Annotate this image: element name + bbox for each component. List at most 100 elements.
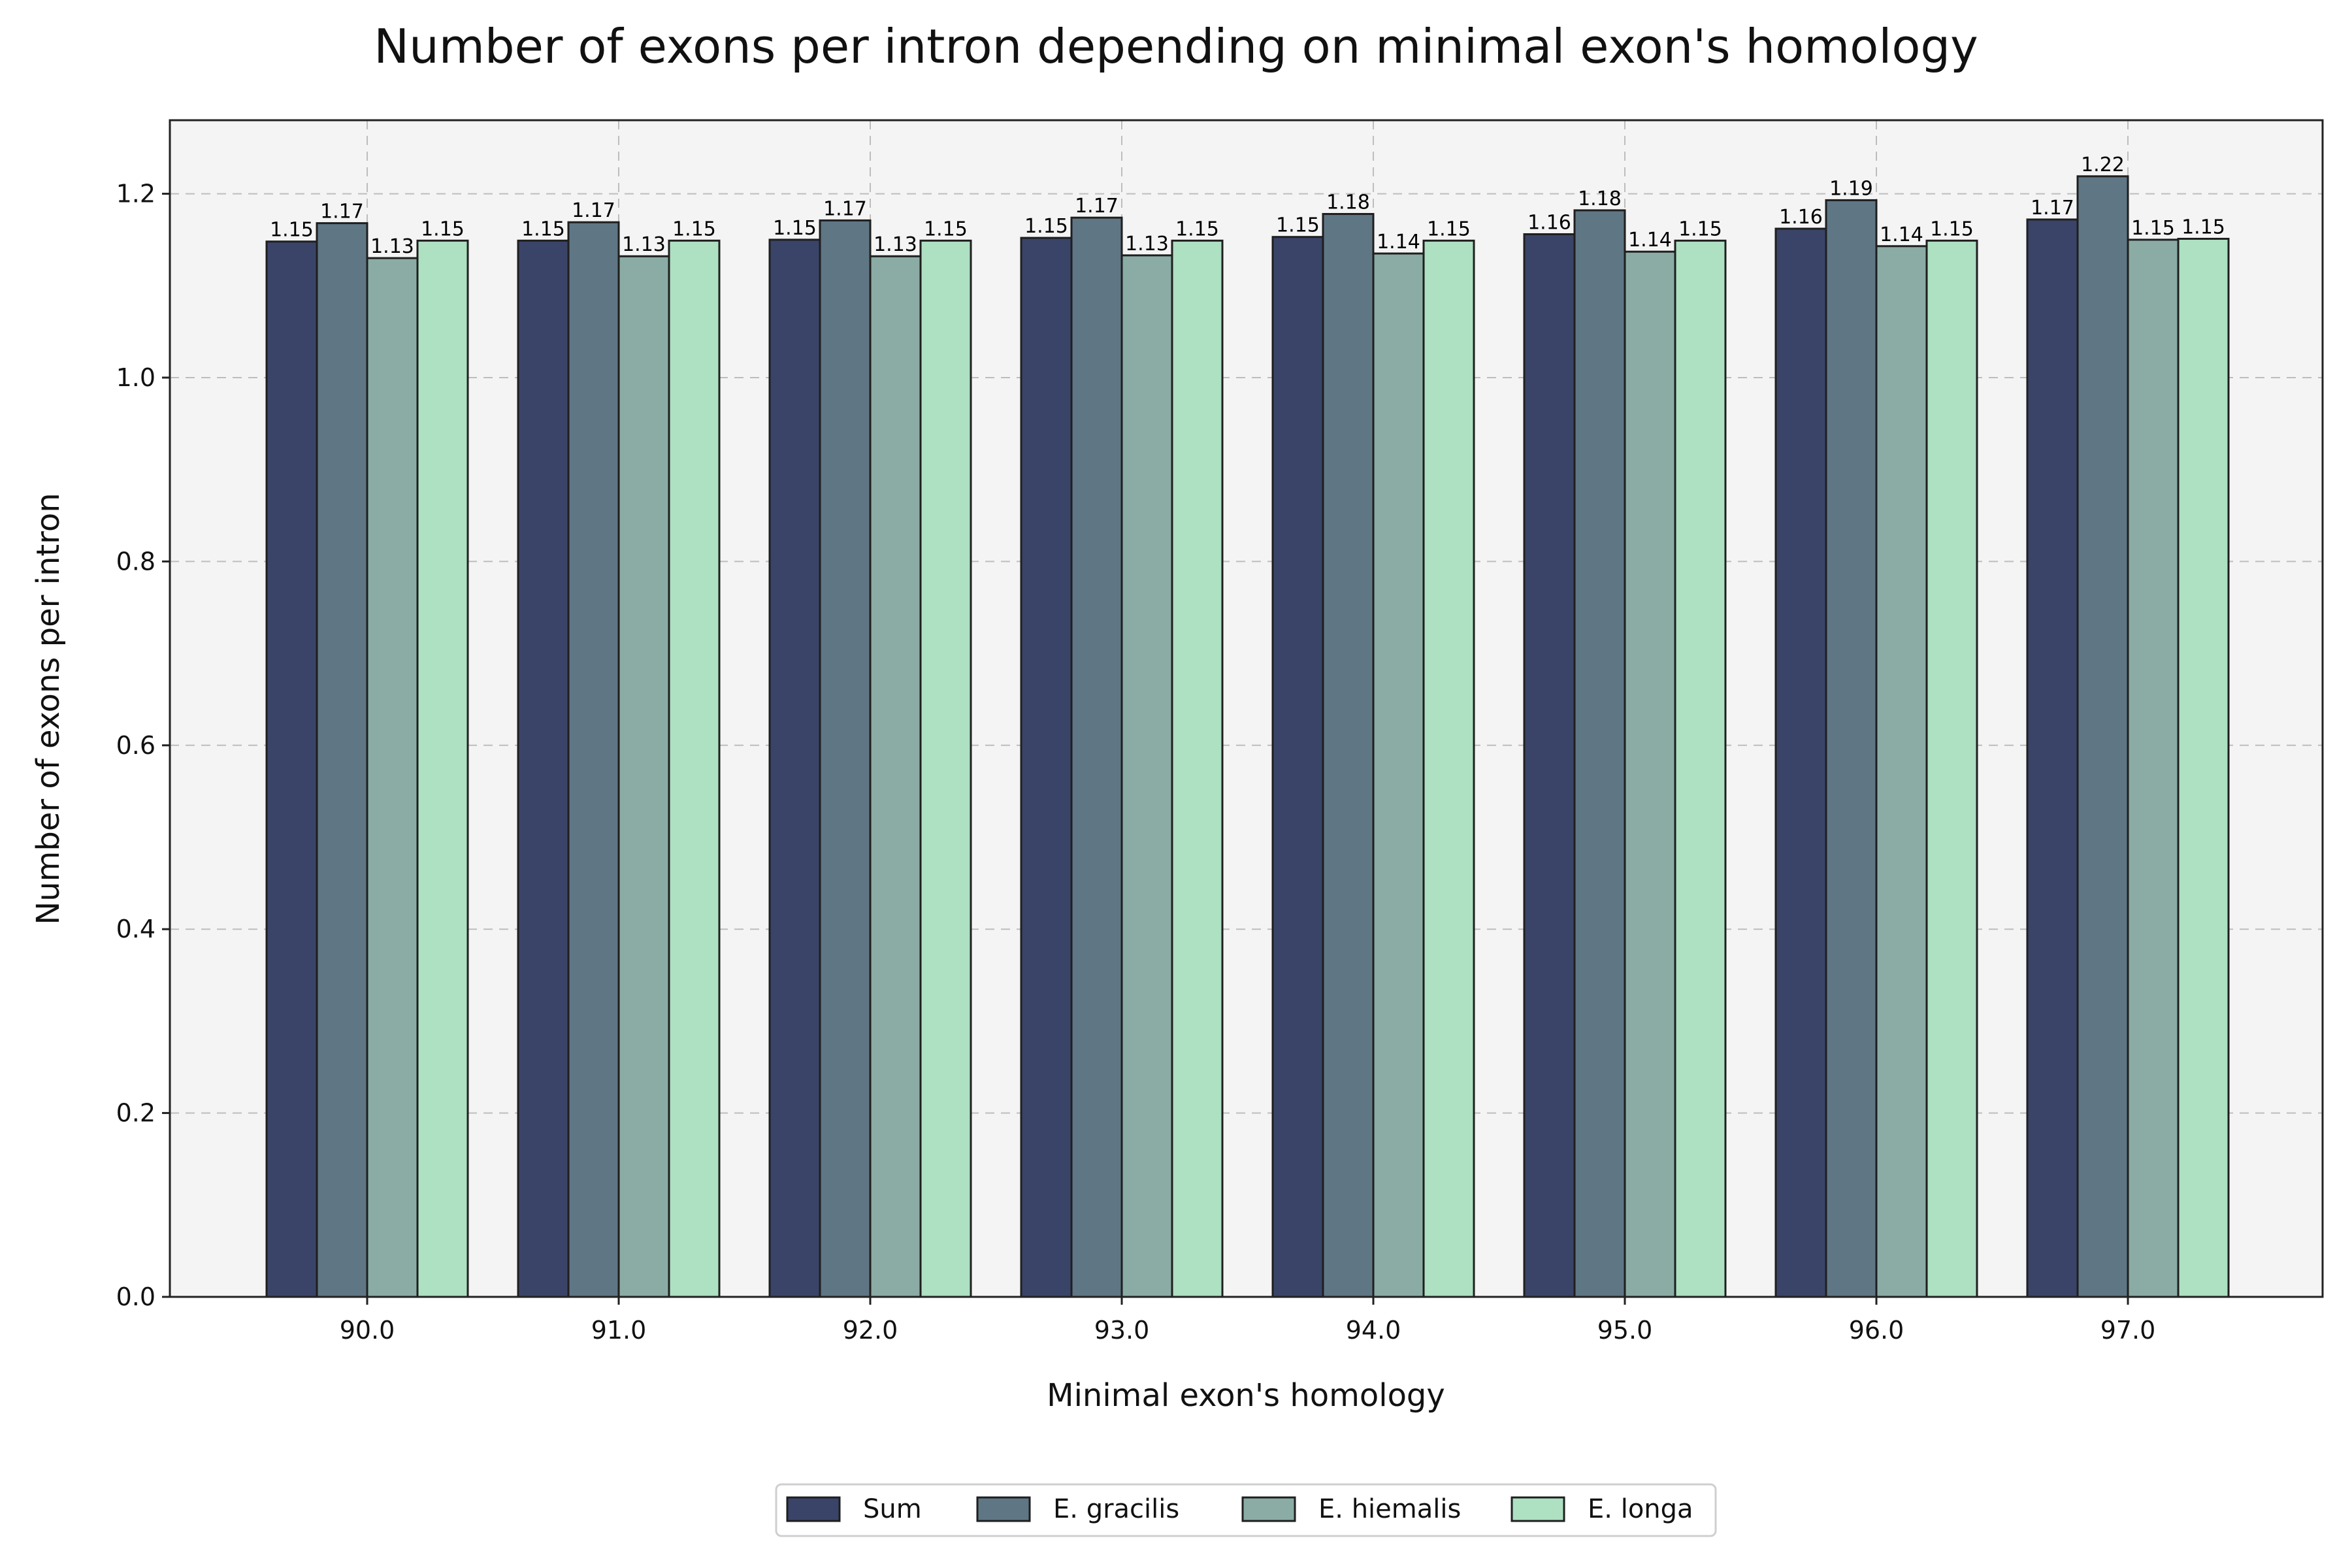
bar-value-label: 1.17 <box>823 197 867 220</box>
bar-value-label: 1.14 <box>1377 231 1420 253</box>
bar-e-longa-92-0 <box>919 239 972 1298</box>
x-tick-label: 92.0 <box>843 1316 898 1345</box>
legend-swatch-e-gracilis <box>976 1496 1031 1522</box>
x-axis: 90.0 91.0 92.0 93.0 94.0 95.0 96.0 97.0 <box>340 1297 2156 1345</box>
bar-value-label: 1.13 <box>370 235 414 258</box>
y-tick-label: 0.6 <box>116 731 155 760</box>
bar-e-hiemalis-94-0 <box>1372 252 1425 1298</box>
bar-e-longa-97-0 <box>2177 238 2230 1298</box>
chart-title: Number of exons per intron depending on … <box>374 19 1978 74</box>
bar-sum-95-0 <box>1523 233 1576 1298</box>
bar-sum-93-0 <box>1020 237 1073 1298</box>
bar-e-hiemalis-95-0 <box>1624 250 1676 1298</box>
bar-e-hiemalis-91-0 <box>617 255 670 1298</box>
legend-label-e-gracilis: E. gracilis <box>1053 1494 1179 1524</box>
x-axis-label: Minimal exon's homology <box>1047 1377 1445 1414</box>
legend-label-e-longa: E. longa <box>1588 1494 1693 1524</box>
bar-value-label: 1.16 <box>1779 206 1823 229</box>
bar-value-label: 1.18 <box>1578 188 1622 210</box>
legend-swatch-e-longa <box>1511 1496 1565 1522</box>
bar-e-gracilis-94-0 <box>1322 213 1375 1298</box>
bar-value-label: 1.15 <box>2181 216 2225 239</box>
bar-value-label: 1.15 <box>2131 217 2175 240</box>
bar-e-longa-90-0 <box>416 239 469 1298</box>
y-tick-label: 0.8 <box>116 547 155 576</box>
bar-value-label: 1.15 <box>1930 218 1974 240</box>
bar-e-longa-95-0 <box>1674 239 1727 1298</box>
bar-value-label: 1.17 <box>320 201 364 223</box>
x-tick-label: 96.0 <box>1849 1316 1904 1345</box>
bar-e-hiemalis-90-0 <box>366 257 419 1298</box>
bar-e-gracilis-97-0 <box>2076 175 2129 1298</box>
bar-e-longa-94-0 <box>1422 239 1475 1298</box>
bar-value-label: 1.15 <box>1175 218 1219 240</box>
y-tick-label: 1.2 <box>116 180 155 208</box>
bar-value-label: 1.14 <box>1880 223 1923 246</box>
y-axis-label: Number of exons per intron <box>30 493 67 924</box>
bar-e-gracilis-96-0 <box>1825 199 1878 1298</box>
bar-value-label: 1.17 <box>572 199 615 222</box>
bar-value-label: 1.15 <box>521 218 565 240</box>
bar-value-label: 1.13 <box>1125 233 1169 255</box>
bar-e-hiemalis-97-0 <box>2127 238 2180 1298</box>
plot-frame <box>169 119 2324 1298</box>
bar-value-label: 1.17 <box>1075 195 1119 218</box>
bar-sum-90-0 <box>265 240 318 1298</box>
legend: Sum E. gracilis E. hiemalis E. longa <box>775 1483 1717 1537</box>
bar-sum-94-0 <box>1271 236 1324 1298</box>
bar-value-label: 1.15 <box>672 218 716 240</box>
bar-e-gracilis-91-0 <box>567 221 620 1298</box>
bar-sum-96-0 <box>1774 227 1827 1298</box>
legend-swatch-sum <box>786 1496 841 1522</box>
bar-value-label: 1.18 <box>1326 191 1370 214</box>
bar-e-longa-91-0 <box>668 239 721 1298</box>
bar-e-longa-96-0 <box>1925 239 1978 1298</box>
y-axis: 0.0 0.2 0.4 0.6 0.8 1.0 1.2 <box>116 180 170 1311</box>
x-tick-label: 95.0 <box>1597 1316 1653 1345</box>
bar-value-label: 1.19 <box>1829 177 1873 200</box>
x-tick-label: 94.0 <box>1346 1316 1401 1345</box>
bar-value-labels: 1.15 1.15 1.15 1.15 1.15 1.16 1.16 1.17 1.17 1.17… <box>270 154 2225 258</box>
bar-value-label: 1.15 <box>1024 215 1068 238</box>
bar-e-gracilis-93-0 <box>1070 216 1123 1298</box>
bar-sum-92-0 <box>768 238 821 1298</box>
bar-e-hiemalis-93-0 <box>1120 254 1173 1298</box>
bar-value-label: 1.13 <box>622 233 666 256</box>
bar-value-label: 1.14 <box>1628 229 1672 252</box>
y-tick-label: 0.2 <box>116 1099 155 1128</box>
legend-swatch-e-hiemalis <box>1241 1496 1296 1522</box>
bar-value-label: 1.15 <box>1427 218 1471 240</box>
bar-e-gracilis-92-0 <box>819 219 872 1298</box>
bar-sum-97-0 <box>2026 218 2079 1298</box>
y-tick-label: 0.4 <box>116 915 155 943</box>
bar-value-label: 1.17 <box>2031 197 2074 220</box>
legend-label-sum: Sum <box>863 1494 922 1524</box>
bar-e-gracilis-95-0 <box>1573 209 1626 1298</box>
bar-value-label: 1.13 <box>874 233 917 256</box>
bar-value-label: 1.15 <box>1678 218 1722 240</box>
bar-e-hiemalis-96-0 <box>1875 245 1928 1298</box>
y-tick-label: 1.0 <box>116 363 155 392</box>
y-tick-label: 0.0 <box>116 1282 155 1311</box>
bar-sum-91-0 <box>517 239 570 1298</box>
x-tick-label: 91.0 <box>591 1316 647 1345</box>
bar-value-label: 1.22 <box>2081 154 2125 176</box>
bar-value-label: 1.15 <box>270 219 314 242</box>
x-tick-label: 93.0 <box>1094 1316 1150 1345</box>
bar-e-hiemalis-92-0 <box>869 255 922 1298</box>
bar-value-label: 1.15 <box>421 218 465 240</box>
x-tick-label: 90.0 <box>340 1316 395 1345</box>
plot-area: 1.15 1.15 1.15 1.15 1.15 1.16 1.16 1.17 1.17 1.17… <box>169 119 2324 1298</box>
x-tick-label: 97.0 <box>2100 1316 2156 1345</box>
bar-e-gracilis-90-0 <box>316 222 368 1298</box>
bar-e-longa-93-0 <box>1171 239 1224 1298</box>
plot-background <box>170 120 2323 1297</box>
bar-value-label: 1.15 <box>773 217 817 240</box>
bar-value-label: 1.16 <box>1527 211 1571 234</box>
bars-layer <box>265 175 2230 1298</box>
bar-value-label: 1.15 <box>924 218 968 240</box>
legend-label-e-hiemalis: E. hiemalis <box>1318 1494 1461 1524</box>
bar-value-label: 1.15 <box>1276 214 1320 237</box>
